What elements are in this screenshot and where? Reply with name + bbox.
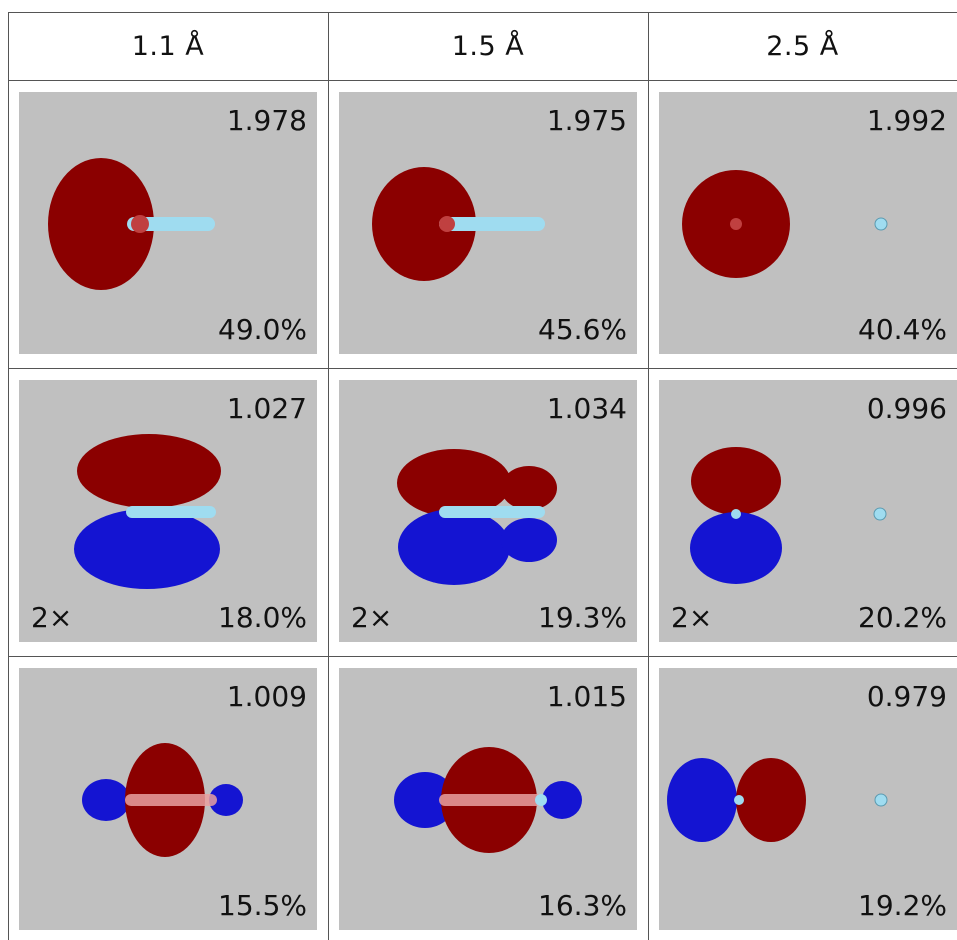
grid-line <box>8 12 957 13</box>
weight-percent: 19.3% <box>538 601 627 634</box>
occupation-number: 1.978 <box>226 104 307 137</box>
grid-line <box>8 80 957 81</box>
occupation-number: 1.027 <box>226 392 307 425</box>
weight-percent: 40.4% <box>858 313 947 346</box>
grid-line <box>328 12 329 940</box>
orbital-panel: 1.975 45.6% <box>339 92 637 354</box>
orbital-image <box>682 170 888 278</box>
degeneracy-label: 2× <box>351 601 393 634</box>
orbital-panel: 1.009 15.5% <box>19 668 317 930</box>
occupation-number: 1.975 <box>546 104 627 137</box>
occupation-number: 0.996 <box>866 392 947 425</box>
grid-line <box>8 368 957 369</box>
weight-percent: 19.2% <box>858 889 947 922</box>
weight-percent: 20.2% <box>858 601 947 634</box>
orbital-image <box>372 167 545 281</box>
column-header-1: 1.1 Å <box>131 30 205 62</box>
orbital-panel: 0.979 19.2% <box>659 668 957 930</box>
weight-percent: 15.5% <box>218 889 307 922</box>
orbital-image <box>397 449 557 585</box>
column-header-2: 1.5 Å <box>451 30 525 62</box>
occupation-number: 1.009 <box>226 680 307 713</box>
grid-line <box>648 12 649 940</box>
occupation-number: 0.979 <box>866 680 947 713</box>
weight-percent: 45.6% <box>538 313 627 346</box>
orbital-panel: 1.027 2× 18.0% <box>19 380 317 642</box>
weight-percent: 49.0% <box>218 313 307 346</box>
orbital-image <box>667 758 888 842</box>
orbital-image <box>82 743 243 857</box>
column-header-3: 2.5 Å <box>766 30 839 62</box>
grid-line <box>8 12 9 940</box>
orbital-table: 1.1 Å 1.5 Å 2.5 Å 1.978 49.0% 1.975 45.6… <box>8 12 957 940</box>
weight-percent: 18.0% <box>218 601 307 634</box>
orbital-image <box>690 447 887 584</box>
orbital-image <box>48 158 215 290</box>
orbital-image <box>394 747 582 853</box>
orbital-panel: 0.996 2× 20.2% <box>659 380 957 642</box>
weight-percent: 16.3% <box>538 889 627 922</box>
occupation-number: 1.015 <box>546 680 627 713</box>
occupation-number: 1.034 <box>546 392 627 425</box>
orbital-panel: 1.034 2× 19.3% <box>339 380 637 642</box>
orbital-panel: 1.015 16.3% <box>339 668 637 930</box>
grid-line <box>8 656 957 657</box>
orbital-image <box>74 434 221 589</box>
occupation-number: 1.992 <box>866 104 947 137</box>
degeneracy-label: 2× <box>671 601 713 634</box>
orbital-panel: 1.992 40.4% <box>659 92 957 354</box>
degeneracy-label: 2× <box>31 601 73 634</box>
orbital-panel: 1.978 49.0% <box>19 92 317 354</box>
